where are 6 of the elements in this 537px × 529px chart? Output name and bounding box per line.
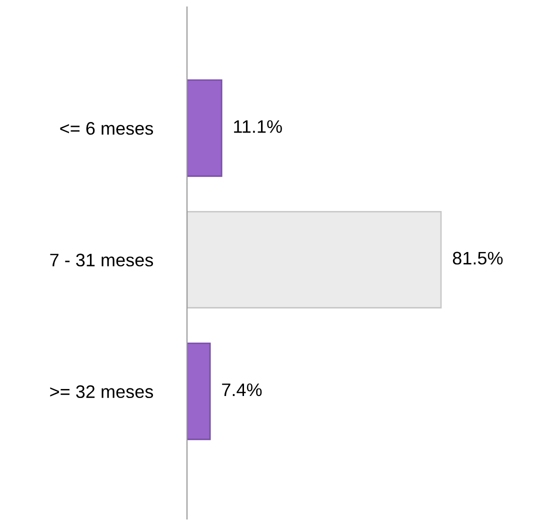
y-tick-label: >= 32 meses — [50, 385, 154, 398]
y-tick-label: 7 - 31 meses — [50, 254, 154, 266]
data-label: 7.4% — [222, 383, 262, 396]
y-tick-label: <= 6 meses — [60, 122, 154, 135]
data-label: 11.1% — [234, 120, 282, 133]
data-label: 81.5% — [452, 252, 503, 265]
